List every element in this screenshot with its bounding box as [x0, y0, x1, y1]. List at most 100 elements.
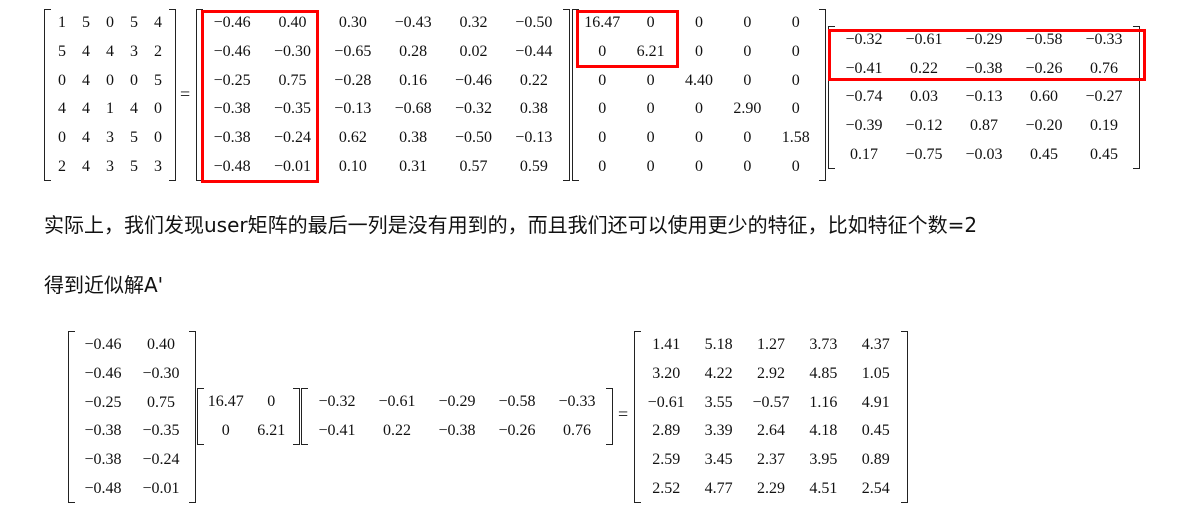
matrix-cell: 0: [791, 100, 800, 118]
matrix-cell: −0.48: [213, 157, 251, 175]
matrix-cell: 0.22: [383, 421, 411, 439]
matrix-cell: 0.16: [399, 71, 428, 89]
matrix-cell: 0: [598, 42, 607, 60]
matrix-sigma: 16.47 0 0 0 0 0 6.21 0 0 0 0 0 4.40 0 0 0 0 0 2.90 0 0 0 0 0 1.5…: [572, 9, 826, 181]
matrix-cell: −0.01: [273, 157, 311, 175]
matrix-cell: −0.38: [438, 421, 476, 439]
matrix-cell: 2.37: [756, 450, 785, 468]
matrix-cell: −0.26: [498, 421, 536, 439]
matrix-cell: 0: [743, 14, 752, 32]
matrix-cell: 0.40: [278, 14, 307, 32]
left-bracket: [44, 9, 51, 181]
left-bracket: [828, 26, 835, 169]
matrix-cell: 4.37: [861, 336, 890, 354]
matrix-cell: −0.44: [515, 42, 553, 60]
matrix-cell: 0: [646, 71, 655, 89]
matrix-cell: −0.32: [454, 100, 492, 118]
matrix-cell: 0: [646, 128, 655, 146]
paragraph-explanation: 实际上，我们发现user矩阵的最后一列是没有用到的，而且我们还可以使用更少的特征…: [44, 213, 978, 237]
matrix-cell: 0: [646, 14, 655, 32]
matrix-cell: 0.60: [1030, 88, 1058, 106]
matrix-cell: 0: [743, 42, 752, 60]
matrix-cell: 4: [58, 100, 66, 118]
matrix-cell: 0: [646, 100, 655, 118]
right-bracket: [189, 331, 196, 503]
matrix-cell: 0.45: [1030, 145, 1058, 163]
matrix-cell: −0.65: [334, 42, 372, 60]
matrix-cell: −0.46: [84, 336, 122, 354]
matrix-cell: 0: [646, 157, 655, 175]
matrix-cell: −0.46: [84, 364, 122, 382]
matrix-cell: 0.22: [910, 59, 938, 77]
matrix-cell: 0: [694, 100, 703, 118]
matrix-cell: −0.41: [845, 59, 883, 77]
matrix-cell: 3.73: [809, 336, 838, 354]
matrix-cell: 4.40: [684, 71, 713, 89]
matrix-cell: −0.61: [647, 393, 685, 411]
matrix-cell: 0: [598, 100, 607, 118]
matrix-cell: 2.52: [652, 479, 681, 497]
matrix-cell: 0: [598, 128, 607, 146]
matrix-cell: 1.41: [652, 336, 681, 354]
matrix-cell: −0.38: [84, 422, 122, 440]
matrix-cell: 5: [154, 71, 162, 89]
matrix-cell: 0.32: [459, 14, 488, 32]
matrix-cell: 0: [743, 128, 752, 146]
equals-sign-2: =: [618, 404, 629, 424]
matrix-cell: 0.62: [338, 128, 367, 146]
matrix-cell: 0.28: [399, 42, 428, 60]
matrix-cell: 5: [130, 128, 138, 146]
matrix-cell: −0.13: [334, 100, 372, 118]
matrix-cell: 0: [694, 42, 703, 60]
highlight-u-first-two-columns: [201, 10, 319, 183]
matrix-cell: 2.29: [756, 479, 785, 497]
matrix-cell: 0: [743, 71, 752, 89]
matrix-cell: 0: [791, 157, 800, 175]
matrix-cell: 4: [82, 128, 90, 146]
matrix-cell: 5: [130, 14, 138, 32]
left-bracket: [572, 9, 579, 181]
matrix-cell: 0.87: [970, 117, 998, 135]
matrix-cell: −0.46: [213, 42, 251, 60]
matrix-cell: 0: [106, 71, 114, 89]
matrix-cell: −0.38: [84, 450, 122, 468]
matrix-cell: 1.05: [861, 364, 890, 382]
matrix-cell: 0: [694, 14, 703, 32]
matrix-cell: 0.57: [459, 157, 488, 175]
matrix-cell: 0: [58, 71, 66, 89]
matrix-cell: 2: [58, 157, 66, 175]
matrix-cell: 1.27: [756, 336, 785, 354]
matrix-cell: −0.61: [905, 31, 943, 49]
matrix-cell: −0.24: [142, 450, 180, 468]
matrix-cell: −0.50: [454, 128, 492, 146]
matrix-cell: −0.38: [213, 128, 251, 146]
right-bracket: [563, 9, 570, 181]
right-bracket: [169, 9, 176, 181]
matrix-cell: 4: [154, 14, 162, 32]
matrix-cell: −0.75: [905, 145, 943, 163]
matrix-cell: 0.76: [563, 421, 591, 439]
matrix-cell: 4: [82, 71, 90, 89]
matrix-cell: 2.54: [861, 479, 890, 497]
matrix-cell: 3: [130, 42, 138, 60]
matrix-cell: 0.45: [861, 422, 890, 440]
matrix-cell: −0.58: [1025, 31, 1063, 49]
matrix-cell: 6.21: [636, 42, 665, 60]
matrix-cell: 0: [694, 157, 703, 175]
matrix-u-reduced: −0.46 0.40 −0.46 −0.30 −0.25 0.75 −0.38 −0.35 −0…: [68, 331, 196, 503]
matrix-cell: 0: [598, 71, 607, 89]
matrix-cell: 3.20: [652, 364, 681, 382]
matrix-sigma-reduced: 16.47 0 0 6.21: [197, 388, 300, 445]
right-bracket: [1133, 26, 1140, 169]
matrix-cell: −0.57: [752, 393, 790, 411]
matrix-cell: 3.55: [704, 393, 733, 411]
matrix-cell: 1: [106, 100, 114, 118]
matrix-u: −0.46 0.40 0.30 −0.43 0.32 −0.50 −0.46 −0.30 −0.…: [196, 9, 570, 181]
matrix-cell: 0: [791, 71, 800, 89]
matrix-cell: 0: [267, 393, 276, 411]
left-bracket: [634, 331, 641, 503]
matrix-cell: 0: [791, 14, 800, 32]
matrix-cell: 3.95: [809, 450, 838, 468]
matrix-cell: −0.24: [273, 128, 311, 146]
matrix-cell: 3: [154, 157, 162, 175]
